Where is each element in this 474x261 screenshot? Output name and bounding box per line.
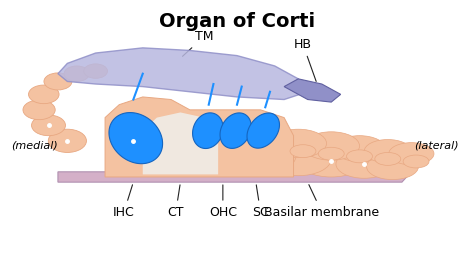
Ellipse shape (346, 150, 373, 163)
Ellipse shape (375, 152, 401, 165)
Ellipse shape (318, 147, 344, 160)
Ellipse shape (235, 141, 296, 172)
Ellipse shape (265, 142, 331, 176)
Text: Organ of Corti: Organ of Corti (159, 12, 315, 31)
Text: HB: HB (294, 38, 316, 81)
Ellipse shape (239, 130, 291, 156)
Ellipse shape (290, 145, 316, 158)
Ellipse shape (403, 155, 429, 168)
Polygon shape (105, 97, 293, 177)
Ellipse shape (64, 66, 90, 81)
Ellipse shape (44, 73, 72, 90)
Polygon shape (109, 112, 163, 164)
Polygon shape (143, 112, 218, 174)
Polygon shape (220, 113, 251, 149)
Ellipse shape (298, 146, 364, 177)
Ellipse shape (364, 140, 411, 163)
Text: IHC: IHC (113, 185, 135, 219)
Ellipse shape (84, 64, 108, 78)
Text: TM: TM (182, 30, 213, 56)
Text: (medial): (medial) (11, 141, 57, 151)
Text: SC: SC (252, 185, 269, 219)
Ellipse shape (23, 100, 55, 120)
Ellipse shape (303, 132, 359, 160)
Ellipse shape (389, 143, 434, 165)
Polygon shape (58, 172, 411, 182)
Text: Basilar membrane: Basilar membrane (264, 185, 379, 219)
Text: CT: CT (167, 185, 184, 219)
Ellipse shape (334, 136, 385, 162)
Ellipse shape (28, 85, 59, 104)
Polygon shape (192, 113, 223, 149)
Ellipse shape (366, 154, 419, 180)
Ellipse shape (32, 115, 65, 136)
Polygon shape (58, 48, 308, 99)
Ellipse shape (270, 129, 327, 158)
Polygon shape (284, 79, 341, 102)
Polygon shape (247, 113, 280, 148)
Ellipse shape (48, 129, 86, 152)
Text: OHC: OHC (209, 185, 237, 219)
Text: (lateral): (lateral) (414, 141, 458, 151)
Ellipse shape (336, 150, 392, 178)
